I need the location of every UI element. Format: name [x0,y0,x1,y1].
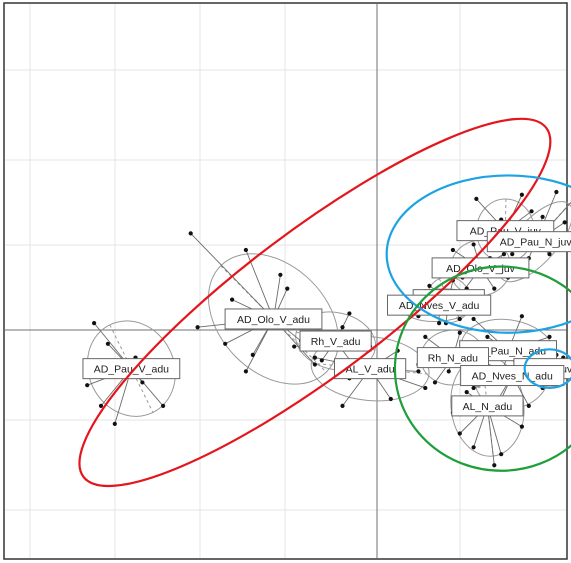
group-labels: AD_Pau_V_juvAD_Pau_N_juvAD_Olo_V_juvRh_N… [82,220,571,417]
data-point [485,334,490,339]
data-point [446,369,451,374]
grid [5,4,566,558]
data-point [340,325,345,330]
group-label-box [451,395,524,417]
data-point [554,189,559,195]
group-label-text: AD_Pau_N_adu [470,346,546,358]
group-label-text: AL_V_adu [346,364,395,376]
data-point [499,452,504,457]
group-label-box [486,231,571,253]
highlight-ellipse [523,348,571,390]
data-point [285,286,290,291]
highlight-ellipse [393,265,571,472]
data-point [471,242,476,247]
data-point [547,334,552,339]
data-points [85,189,571,468]
group-label-text: AD_Pau_V_adu [94,364,169,376]
data-point [105,341,110,346]
data-point [457,316,462,322]
data-point [474,196,479,201]
data-point [112,421,117,426]
group-label-box [460,365,565,387]
data-point [312,362,317,367]
data-point [471,385,476,391]
data-point [432,380,438,385]
data-point [457,330,462,335]
data-point [526,403,531,408]
data-point [416,369,421,374]
data-point [471,445,476,450]
data-point [519,314,525,319]
data-point [319,358,324,363]
group-label: AD_Nves_V_adu [387,294,492,316]
ellipse-axis [311,362,430,375]
data-point [519,424,525,429]
group-label-text: AD_Nves_N_adu [472,371,553,383]
data-point [427,283,432,288]
highlight-ellipse [385,174,571,334]
group-label-box [224,308,323,330]
group-label: Rh_V_adu [299,330,372,352]
data-point [340,403,345,408]
data-point [492,463,497,468]
data-point [423,385,428,391]
data-point [457,431,462,436]
data-point [492,286,497,291]
group-label-text: Rh_N_adu [428,353,478,365]
data-point [243,247,248,253]
data-point [529,209,534,214]
highlight-ellipse [78,117,552,488]
data-point [312,355,317,360]
data-point [85,383,90,388]
data-point [437,321,442,326]
group-label-text: AL_N_adu [463,401,513,413]
data-point [223,341,228,346]
data-point [140,380,145,385]
data-point [562,220,567,225]
data-point [450,247,455,253]
data-point [243,369,248,374]
group-label-text: AD_Olo_V_adu [237,314,310,326]
highlight-ellipses [78,117,571,488]
data-point [292,344,297,349]
data-point [195,325,200,330]
data-point [278,272,283,277]
group-label-box [416,347,489,369]
data-point [347,311,352,316]
group-label: AD_Pau_V_adu [82,358,181,380]
group-label-text: Rh_V_adu [311,336,361,348]
group-label: AD_Nves_N_adu [460,365,565,387]
data-point [547,252,552,257]
data-point [98,403,104,408]
data-point [510,252,515,257]
group-label: AD_Olo_V_adu [224,308,323,330]
group-label-box [82,358,181,380]
data-point [501,252,507,257]
data-point [423,334,428,339]
group-label: Rh_N_adu [416,347,489,369]
data-point [388,396,393,402]
data-point [188,231,193,236]
data-point [519,192,525,197]
data-point [471,316,476,322]
data-point [540,214,545,219]
data-point [230,297,235,302]
data-point [92,321,97,326]
group-label: AD_Pau_N_juv [486,231,571,253]
group-label-text: AD_Pau_N_juv [500,237,571,249]
data-point [250,352,255,357]
group-label-box [299,330,372,352]
group-label: AL_N_adu [451,395,524,417]
data-point [464,390,469,395]
data-point [161,403,166,408]
